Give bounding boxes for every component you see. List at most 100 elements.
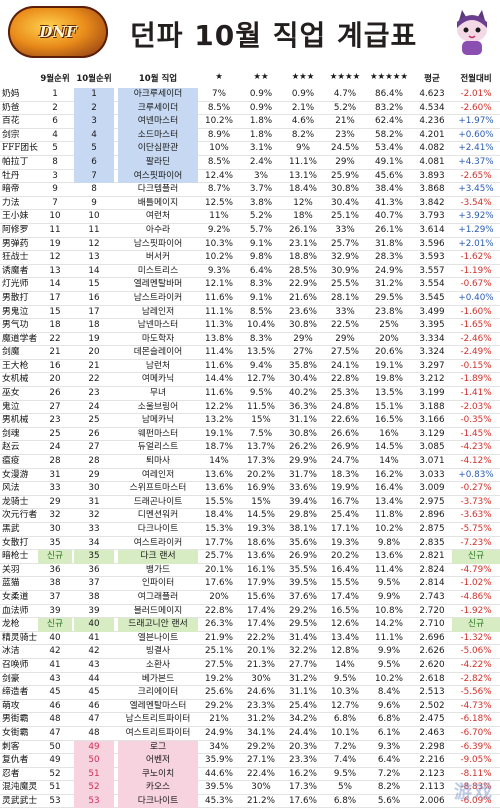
- three-star-pct: 29.8%: [289, 510, 317, 521]
- three-star-pct: 26.9%: [289, 551, 317, 562]
- four-star-pct: 22.8%: [331, 374, 359, 385]
- table-row: 奶爸 2 2 크루세이더 8.5% 0.9% 2.1% 5.2% 83.2% 4.534 -2.60…: [0, 101, 500, 116]
- table-row: 剑魔 21 20 데몬슬레이어 11.4% 13.5% 27% 27.5% 20.6% 3.324…: [0, 346, 500, 360]
- two-star-pct: 17.4%: [247, 605, 275, 616]
- table-row: FFF团长 5 5 이단심판관 10% 3.1% 9% 24.5% 53.4% 4.082 +2.4…: [0, 142, 500, 156]
- five-star-pct: 19.1%: [375, 360, 403, 371]
- chinese-name: 巫女: [2, 388, 20, 399]
- five-star-pct: 16%: [379, 428, 399, 439]
- table-row: 男街霸 48 47 남스트리트파이터 21% 31.2% 34.2% 6.8% 6.8% 2.47…: [0, 713, 500, 727]
- three-star-pct: 23.1%: [289, 238, 317, 249]
- three-star-pct: 40.2%: [289, 388, 317, 399]
- average-score: 2.513: [419, 687, 445, 698]
- four-star-pct: 10.3%: [331, 687, 359, 698]
- sep-rank: 17: [49, 292, 61, 303]
- month-change: -1.19%: [460, 265, 492, 276]
- job-name: 남런처: [145, 360, 171, 371]
- table-row: 精灵骑士 40 41 엘븐나이트 21.9% 22.2% 31.4% 13.4% 11.1% 2.…: [0, 632, 500, 646]
- two-star-pct: 15%: [251, 415, 271, 426]
- month-change: -6.09%: [460, 795, 492, 806]
- one-star-pct: 13.6%: [205, 469, 233, 480]
- sep-rank: 42: [49, 646, 61, 657]
- job-name: 엘븐나이트: [137, 632, 179, 643]
- oct-rank: 7: [74, 169, 114, 184]
- three-star-pct: 30.4%: [289, 374, 317, 385]
- four-star-pct: 33%: [335, 224, 355, 235]
- five-star-pct: 86.4%: [375, 89, 403, 99]
- one-star-pct: 8.9%: [207, 129, 231, 140]
- five-star-pct: 6.8%: [377, 714, 401, 725]
- chinese-name: 暗帝: [2, 184, 20, 195]
- oct-rank: 26: [88, 428, 100, 439]
- job-name: 아수라: [145, 224, 171, 235]
- average-score: 4.534: [419, 102, 445, 113]
- header: DNF 던파 10월 직업 계급표: [0, 0, 500, 66]
- average-score: 3.324: [419, 347, 445, 358]
- oct-rank: 35: [74, 550, 114, 564]
- average-score: 3.593: [419, 252, 445, 263]
- sep-rank: 15: [49, 306, 61, 317]
- two-star-pct: 2.4%: [249, 156, 273, 167]
- logo-text: DNF: [39, 23, 77, 41]
- two-star-pct: 8.5%: [249, 306, 273, 317]
- col-head-three-star: ★★★: [291, 72, 315, 82]
- two-star-pct: 27.1%: [247, 755, 275, 766]
- average-score: 4.081: [419, 156, 445, 167]
- three-star-pct: 8.2%: [291, 129, 315, 140]
- five-star-pct: 9.3%: [377, 741, 401, 752]
- sep-rank: 27: [49, 401, 61, 412]
- month-change: -1.60%: [460, 306, 492, 317]
- four-star-pct: 30.9%: [331, 265, 359, 276]
- one-star-pct: 25.1%: [205, 646, 233, 657]
- three-star-pct: 29.9%: [289, 456, 317, 467]
- month-change: +0.40%: [458, 292, 494, 303]
- month-change: -6.18%: [460, 714, 492, 725]
- job-name: 빙결사: [145, 646, 171, 657]
- average-score: 3.499: [419, 306, 445, 317]
- one-star-pct: 11.6%: [205, 388, 233, 399]
- sep-rank: 31: [49, 469, 61, 480]
- sep-rank: 12: [49, 252, 61, 263]
- one-star-pct: 14.4%: [205, 374, 233, 385]
- chinese-name: 男气功: [2, 320, 29, 331]
- table-row: 男弹药 19 12 남스핏파이어 10.3% 9.1% 23.1% 25.7% 31.8% 3.5…: [0, 238, 500, 252]
- job-name: 여스핏파이어: [118, 169, 198, 184]
- five-star-pct: 11.8%: [375, 510, 403, 521]
- two-star-pct: 9.1%: [249, 238, 273, 249]
- oct-rank: 44: [88, 673, 100, 684]
- chinese-name: 男鬼泣: [2, 306, 29, 317]
- average-score: 3.614: [419, 224, 445, 235]
- job-name: 다크나이트: [137, 524, 179, 534]
- two-star-pct: 20.2%: [247, 469, 275, 480]
- one-star-pct: 18.7%: [205, 442, 233, 453]
- five-star-pct: 16.5%: [375, 415, 403, 426]
- three-star-pct: 16.2%: [289, 768, 317, 779]
- five-star-pct: 8.4%: [377, 687, 401, 698]
- month-change: +0.83%: [458, 469, 494, 480]
- four-star-pct: 30.4%: [331, 197, 359, 208]
- one-star-pct: 22.8%: [205, 605, 233, 616]
- three-star-pct: 39.4%: [289, 496, 317, 507]
- five-star-pct: 26.1%: [375, 224, 403, 235]
- sep-rank: 20: [49, 374, 61, 385]
- table-row: 关羽 36 36 뱅가드 20.1% 16.1% 35.5% 16.4% 11.4% 2.824 -…: [0, 564, 500, 578]
- job-name: 웨펀마스터: [137, 428, 179, 439]
- job-name: 카오스: [118, 781, 198, 795]
- sep-rank: 1: [52, 89, 58, 99]
- chinese-name: 剑宗: [2, 129, 20, 140]
- average-score: 3.071: [419, 456, 445, 467]
- average-score: 2.006: [419, 795, 445, 806]
- four-star-pct: 25.5%: [331, 279, 359, 290]
- five-star-pct: 13.6%: [375, 551, 403, 562]
- two-star-pct: 19.3%: [247, 524, 275, 534]
- average-score: 2.618: [419, 673, 445, 684]
- four-star-pct: 24.1%: [331, 360, 359, 371]
- table-row: 王小妹 10 10 여런처 11% 5.2% 18% 25.1% 40.7% 3.793 +3.92…: [0, 210, 500, 224]
- average-score: 3.085: [419, 442, 445, 453]
- month-change: +3.45%: [458, 184, 494, 195]
- one-star-pct: 11.3%: [205, 320, 233, 331]
- month-change: -1.41%: [460, 388, 492, 399]
- sep-rank: 50: [49, 741, 61, 752]
- two-star-pct: 30%: [251, 782, 271, 793]
- five-star-pct: 9.6%: [377, 700, 401, 711]
